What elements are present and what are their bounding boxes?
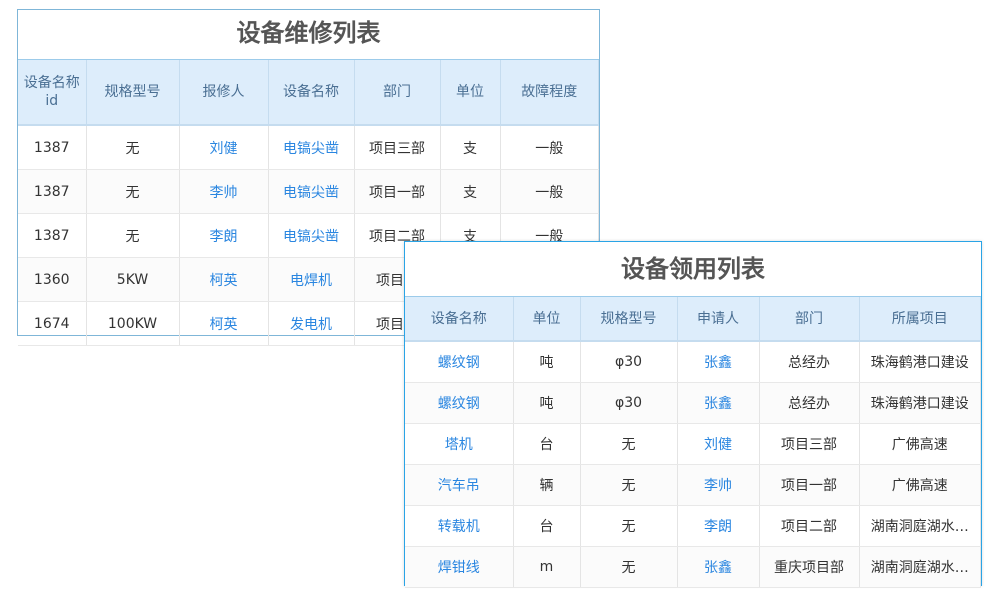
table-cell: 1387 (18, 213, 87, 258)
link-cell[interactable]: 螺纹钢 (405, 382, 514, 424)
link-cell[interactable]: 转载机 (405, 505, 514, 547)
table-cell: φ30 (580, 341, 678, 383)
table-cell: 5KW (86, 257, 180, 302)
link-cell[interactable]: 柯英 (179, 301, 269, 346)
column-header[interactable]: 设备名称id (18, 60, 87, 126)
repair-list-title: 设备维修列表 (18, 10, 599, 60)
table-row[interactable]: 螺纹钢吨 φ30 张鑫 总经办 珠海鹤港口建设 (405, 341, 981, 383)
link-cell[interactable]: 电镐尖凿 (268, 169, 355, 214)
link-cell[interactable]: 柯英 (179, 257, 269, 302)
column-header[interactable]: 部门 (759, 297, 860, 342)
table-cell: 总经办 (759, 341, 860, 383)
link-cell[interactable]: 刘健 (179, 125, 269, 170)
table-cell: 无 (580, 546, 678, 588)
table-cell: 无 (580, 423, 678, 465)
table-cell: 一般 (500, 125, 599, 170)
table-cell: m (513, 546, 581, 588)
table-cell: 无 (86, 213, 180, 258)
table-cell: 项目一部 (354, 169, 441, 214)
table-cell: 湖南洞庭湖水… (859, 546, 981, 588)
link-cell[interactable]: 张鑫 (677, 341, 760, 383)
column-header[interactable]: 规格型号 (580, 297, 678, 342)
link-cell[interactable]: 焊钳线 (405, 546, 514, 588)
table-cell: 项目三部 (759, 423, 860, 465)
table-cell: 珠海鹤港口建设 (859, 341, 981, 383)
column-header[interactable]: 部门 (354, 60, 441, 126)
table-cell: 广佛高速 (859, 464, 981, 506)
table-cell: 支 (440, 169, 501, 214)
table-cell: 1360 (18, 257, 87, 302)
column-header[interactable]: 设备名称 (268, 60, 355, 126)
column-header[interactable]: 设备名称 (405, 297, 514, 342)
table-cell: 100KW (86, 301, 180, 346)
repair-table: 设备名称id 规格型号 报修人 设备名称 部门 单位 故障程度 1387 无刘健 电镐尖凿 项目三… (18, 60, 599, 346)
table-cell: 台 (513, 505, 581, 547)
table-cell: 一般 (500, 169, 599, 214)
link-cell[interactable]: 电镐尖凿 (268, 213, 355, 258)
table-cell: 无 (580, 464, 678, 506)
table-cell: 无 (86, 169, 180, 214)
column-header[interactable]: 单位 (513, 297, 581, 342)
link-cell[interactable]: 张鑫 (677, 546, 760, 588)
table-row[interactable]: 转载机台无李朗 项目二部 湖南洞庭湖水… (405, 505, 981, 547)
column-header[interactable]: 规格型号 (86, 60, 180, 126)
table-row[interactable]: 汽车吊辆无李帅 项目一部 广佛高速 (405, 464, 981, 506)
link-cell[interactable]: 张鑫 (677, 382, 760, 424)
table-row[interactable]: 焊钳线 m 无张鑫 重庆项目部 湖南洞庭湖水… (405, 546, 981, 588)
table-cell: 珠海鹤港口建设 (859, 382, 981, 424)
link-cell[interactable]: 李朗 (677, 505, 760, 547)
table-row[interactable]: 1387 无李帅 电镐尖凿 项目一部支一般 (18, 169, 599, 214)
table-cell: 辆 (513, 464, 581, 506)
table-cell: 台 (513, 423, 581, 465)
link-cell[interactable]: 李朗 (179, 213, 269, 258)
link-cell[interactable]: 电镐尖凿 (268, 125, 355, 170)
link-cell[interactable]: 电焊机 (268, 257, 355, 302)
table-row[interactable]: 螺纹钢吨 φ30 张鑫 总经办 珠海鹤港口建设 (405, 382, 981, 424)
column-header[interactable]: 故障程度 (500, 60, 599, 126)
usage-table: 设备名称 单位 规格型号 申请人 部门 所属项目 螺纹钢吨 φ30 张鑫 总经办 珠海鹤港口建设螺… (405, 297, 981, 588)
table-cell: 无 (580, 505, 678, 547)
table-cell: 湖南洞庭湖水… (859, 505, 981, 547)
table-cell: 1387 (18, 169, 87, 214)
table-cell: 1387 (18, 125, 87, 170)
table-cell: 无 (86, 125, 180, 170)
table-cell: 项目一部 (759, 464, 860, 506)
table-cell: 支 (440, 125, 501, 170)
link-cell[interactable]: 塔机 (405, 423, 514, 465)
column-header[interactable]: 所属项目 (859, 297, 981, 342)
table-cell: 广佛高速 (859, 423, 981, 465)
column-header[interactable]: 报修人 (179, 60, 269, 126)
table-cell: φ30 (580, 382, 678, 424)
table-cell: 1674 (18, 301, 87, 346)
link-cell[interactable]: 刘健 (677, 423, 760, 465)
table-cell: 重庆项目部 (759, 546, 860, 588)
table-cell: 项目二部 (759, 505, 860, 547)
usage-list-panel: 设备领用列表 设备名称 单位 规格型号 申请人 部门 所属项目 螺纹钢吨 φ30 张鑫 总经办珠… (404, 241, 982, 588)
usage-list-title: 设备领用列表 (405, 242, 981, 297)
link-cell[interactable]: 螺纹钢 (405, 341, 514, 383)
table-row[interactable]: 1387 无刘健 电镐尖凿 项目三部支一般 (18, 125, 599, 170)
column-header[interactable]: 申请人 (677, 297, 760, 342)
column-header[interactable]: 单位 (440, 60, 501, 126)
link-cell[interactable]: 李帅 (677, 464, 760, 506)
link-cell[interactable]: 李帅 (179, 169, 269, 214)
table-cell: 吨 (513, 382, 581, 424)
table-row[interactable]: 塔机台无刘健 项目三部 广佛高速 (405, 423, 981, 465)
table-cell: 项目三部 (354, 125, 441, 170)
link-cell[interactable]: 汽车吊 (405, 464, 514, 506)
link-cell[interactable]: 发电机 (268, 301, 355, 346)
table-cell: 吨 (513, 341, 581, 383)
repair-list-panel: 设备维修列表 设备名称id 规格型号 报修人 设备名称 部门 单位 故障程度 1387 无刘健… (17, 9, 600, 346)
table-cell: 总经办 (759, 382, 860, 424)
